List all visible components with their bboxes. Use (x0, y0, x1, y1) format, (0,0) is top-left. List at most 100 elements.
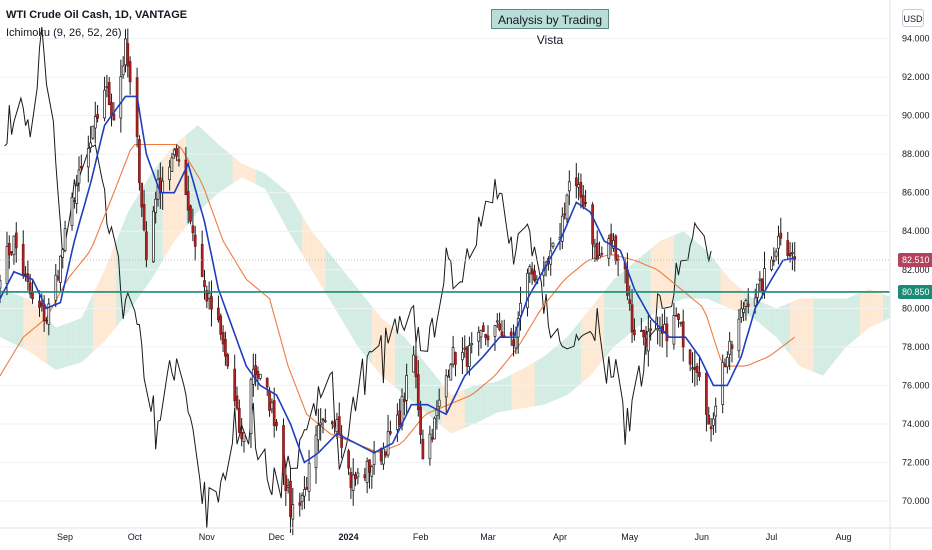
candle-body (249, 379, 253, 435)
bull-candle (119, 59, 123, 133)
bear-candle (254, 353, 257, 387)
price-label-box (898, 252, 932, 267)
bear-candle (321, 418, 325, 434)
candle-body (272, 400, 276, 426)
candle-body (693, 367, 697, 370)
cloud-segment (9, 292, 13, 343)
candle-body (356, 472, 360, 478)
candle-body (47, 303, 51, 325)
bear-candle (186, 175, 190, 224)
candle-body (574, 177, 578, 186)
cloud-segment (204, 131, 208, 206)
candle-body (760, 278, 764, 291)
cloud-segment (2, 289, 6, 340)
cloud-segment (427, 366, 431, 417)
bear-candle (7, 235, 11, 269)
cloud-segment (230, 154, 233, 185)
cloud-segment (130, 204, 133, 309)
candle-body (314, 434, 318, 469)
candle-body (284, 475, 288, 492)
candle-body (126, 43, 130, 67)
cloud-segment (62, 324, 66, 368)
cloud-segment (225, 150, 229, 189)
candle-body (461, 352, 464, 361)
cloud-segment (562, 339, 566, 397)
indicator-legend[interactable]: Ichimoku (9, 26, 52, 26) (6, 27, 122, 39)
bear-candle (533, 264, 536, 283)
candle-body (639, 330, 643, 332)
conversion-line (0, 95, 795, 464)
bear-candle (126, 28, 130, 78)
cloud-segment (69, 321, 73, 366)
candle-body (739, 308, 743, 318)
cloud-segment (355, 286, 359, 347)
bear-candle (368, 459, 371, 489)
candle-body (172, 149, 176, 155)
bear-candle (175, 144, 178, 161)
candle-body (233, 368, 237, 402)
candle-body (672, 315, 676, 345)
time-tick-label: Apr (553, 532, 567, 542)
cloud-segment (731, 281, 735, 311)
bear-candle (40, 293, 44, 312)
bear-candle (730, 340, 734, 363)
candle-body (691, 367, 694, 370)
cloud-segment (580, 316, 584, 384)
candle-body (607, 238, 611, 259)
candle-body (275, 421, 278, 427)
candle-body (56, 276, 60, 280)
candle-body (495, 320, 499, 323)
cloud-segment (539, 357, 542, 406)
cloud-segment (216, 142, 219, 195)
candle-body (481, 325, 485, 332)
candle-body (89, 142, 92, 148)
cloud-segment (566, 334, 570, 396)
cloud-segment (388, 323, 391, 384)
bull-candle (242, 431, 246, 453)
cloud-segment (283, 188, 287, 228)
candle-body (161, 180, 165, 194)
cloud-segment (476, 384, 480, 423)
candle-body (405, 375, 408, 401)
cloud-segment (239, 161, 243, 179)
bull-candle (560, 207, 564, 250)
cloud-segment (53, 325, 57, 370)
cloud-segment (585, 311, 589, 380)
cloud-segment (350, 280, 354, 340)
cloud-segment (857, 292, 861, 338)
candle-body (742, 308, 745, 313)
symbol-title[interactable]: WTI Crude Oil Cash, 1D, VANTAGE (6, 9, 188, 21)
bull-candle (351, 458, 355, 506)
candle-body (289, 480, 292, 517)
candle-body (303, 489, 306, 497)
candle-body (24, 273, 27, 276)
bear-candle (584, 189, 587, 208)
cloud-segment (822, 298, 826, 376)
candle-body (551, 242, 555, 247)
currency-button[interactable]: USD (902, 9, 924, 27)
candle-body (382, 448, 385, 465)
price-tick-label: 76.000 (902, 380, 930, 390)
lagging-span-line (4, 27, 712, 529)
cloud-segment (838, 298, 842, 356)
bull-candle (714, 397, 718, 433)
cloud-segment (692, 238, 696, 299)
time-axis[interactable]: Sep Oct Nov Dec 2024 Feb Mar Apr May Jun Jul Aug (0, 527, 932, 542)
bear-candle (649, 319, 652, 341)
cloud-segment (471, 385, 475, 425)
price-tick-label: 94.000 (902, 34, 930, 44)
price-axis[interactable]: 70.000 72.000 74.000 76.000 78.000 80.000 82.0… (889, 0, 932, 550)
cloud-segment (90, 293, 94, 354)
horizontal-level-line[interactable] (0, 259, 890, 293)
cloud-segment (164, 153, 168, 257)
cloud-segment (248, 166, 252, 182)
cloud-segment (220, 146, 224, 192)
bear-candle (609, 223, 613, 255)
cloud-segment (237, 159, 240, 181)
candle-body (42, 304, 46, 322)
cloud-segment (132, 200, 136, 306)
bear-candle (224, 331, 227, 366)
time-tick-label: Nov (199, 532, 216, 542)
